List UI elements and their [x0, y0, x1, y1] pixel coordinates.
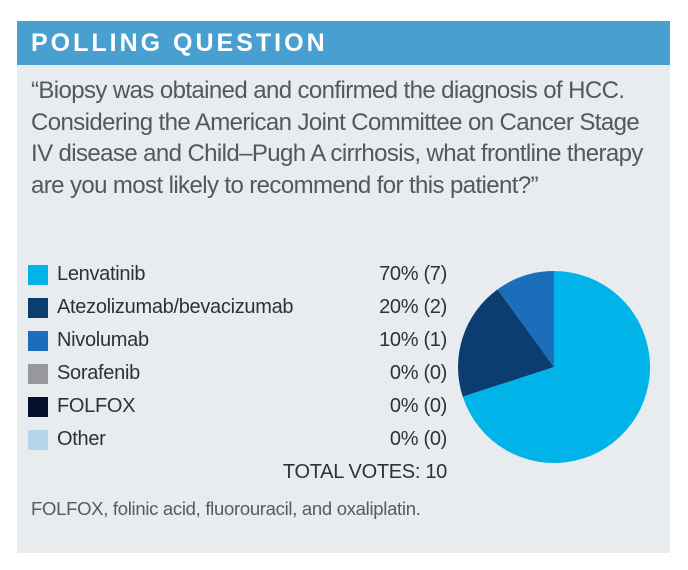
pie-slice-nivolumab	[497, 271, 554, 367]
legend-row-nivolumab: Nivolumab 10% (1)	[28, 324, 447, 357]
legend-label: Sorafenib	[57, 362, 140, 384]
swatch-nivolumab-icon	[28, 330, 48, 351]
header-bar: POLLING QUESTION	[17, 21, 670, 65]
page-title: POLLING QUESTION	[31, 28, 328, 57]
swatch-folfox-icon	[28, 396, 48, 417]
swatch-sorafenib-icon	[28, 363, 48, 384]
polling-card: POLLING QUESTION “Biopsy was obtained an…	[17, 21, 670, 553]
total-votes: TOTAL VOTES: 10	[282, 461, 447, 483]
legend-value: 20% (2)	[379, 296, 447, 318]
legend-row-folfox: FOLFOX 0% (0)	[28, 390, 447, 423]
swatch-atezolizumab-bevacizumab-icon	[28, 297, 48, 318]
legend-value: 0% (0)	[389, 362, 447, 384]
legend-value: 70% (7)	[379, 263, 447, 285]
legend-value: 0% (0)	[389, 395, 447, 417]
legend-value: 10% (1)	[379, 329, 447, 351]
footnote: FOLFOX, folinic acid, fluorouracil, and …	[31, 498, 421, 519]
pie-slice-lenvatinib	[462, 271, 650, 463]
legend-row-sorafenib: Sorafenib 0% (0)	[28, 357, 447, 390]
question-text: “Biopsy was obtained and confirmed the d…	[31, 77, 643, 199]
swatch-lenvatinib-icon	[28, 264, 48, 285]
legend-row-atezolizumab-bevacizumab: Atezolizumab/bevacizumab 20% (2)	[28, 291, 447, 324]
legend-label: Lenvatinib	[57, 263, 146, 285]
pie-slice-atezolizumab-bevacizumab	[457, 289, 554, 397]
legend-label: FOLFOX	[57, 395, 136, 417]
legend-label: Nivolumab	[57, 329, 149, 351]
legend-label: Other	[57, 428, 106, 450]
legend-row-lenvatinib: Lenvatinib 70% (7)	[28, 258, 447, 291]
legend-row-other: Other 0% (0)	[28, 423, 447, 456]
legend-label: Atezolizumab/bevacizumab	[57, 296, 294, 318]
legend: Lenvatinib 70% (7) Atezolizumab/bevacizu…	[28, 258, 447, 489]
pie-chart	[457, 271, 650, 463]
legend-value: 0% (0)	[389, 428, 447, 450]
pie-chart-container	[457, 271, 650, 463]
swatch-other-icon	[28, 429, 48, 450]
